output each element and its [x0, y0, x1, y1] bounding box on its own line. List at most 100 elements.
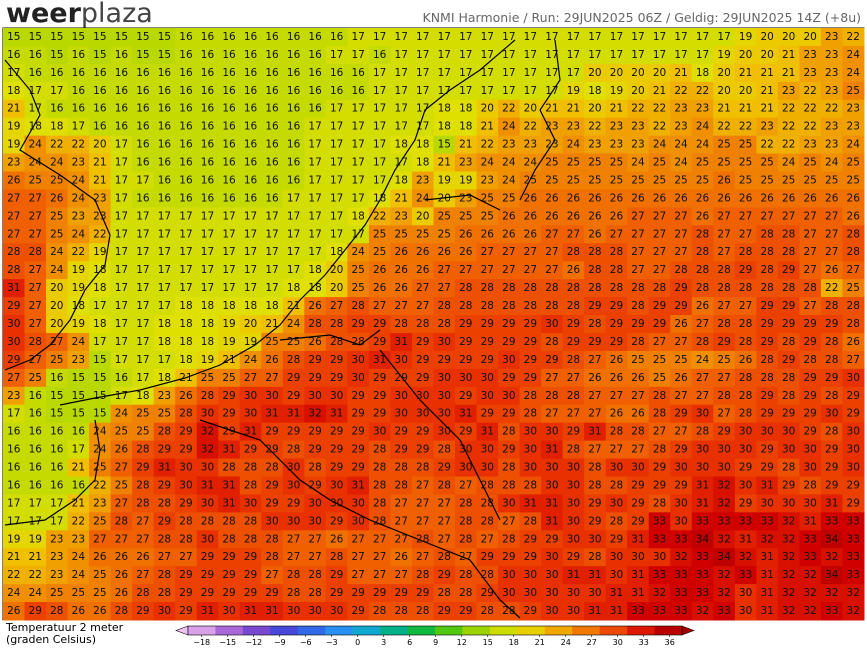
temp-label: 28 [825, 354, 838, 366]
temp-label: 28 [395, 479, 408, 491]
temp-label: 17 [287, 246, 300, 258]
temp-label: 26 [610, 354, 624, 366]
temp-label: 31 [760, 479, 773, 491]
temp-label: 28 [373, 462, 386, 474]
temp-label: 27 [524, 246, 537, 258]
temp-label: 17 [373, 103, 386, 115]
temp-label: 29 [179, 426, 192, 438]
temp-label: 30 [524, 444, 537, 456]
temp-label: 17 [308, 228, 321, 240]
temp-label: 25 [351, 264, 364, 276]
temp-label: 23 [825, 67, 838, 79]
temp-label: 26 [524, 228, 538, 240]
temp-label: 27 [308, 533, 321, 545]
temp-label: 29 [760, 408, 773, 420]
temp-cell [3, 45, 26, 65]
temp-cell [110, 45, 133, 65]
temp-cell [67, 207, 90, 226]
temp-label: 22 [847, 31, 860, 43]
temp-cell [713, 45, 736, 65]
temp-label: 20 [760, 49, 773, 61]
temp-cell [820, 117, 843, 137]
temp-cell [455, 171, 478, 190]
temp-label: 26 [459, 246, 473, 258]
temp-label: 26 [524, 192, 538, 204]
temp-label: 31 [222, 479, 235, 491]
temp-label: 18 [696, 67, 709, 79]
temp-label: 17 [265, 282, 278, 294]
temp-label: 30 [631, 462, 644, 474]
temp-cell [670, 171, 693, 190]
temp-label: 28 [610, 515, 623, 527]
temp-label: 27 [330, 300, 343, 312]
temp-label: 26 [847, 210, 861, 222]
temp-label: 19 [7, 139, 20, 151]
temp-label: 25 [847, 157, 860, 169]
temp-label: 28 [222, 462, 235, 474]
temp-label: 28 [782, 336, 795, 348]
temp-cell [153, 45, 176, 65]
temp-label: 25 [395, 228, 408, 240]
temp-label: 32 [804, 569, 817, 581]
temp-cell [519, 243, 542, 262]
temp-label: 28 [438, 444, 451, 456]
temp-cell [67, 28, 90, 47]
temp-label: 30 [545, 479, 558, 491]
temp-label: 32 [782, 515, 795, 527]
temp-cell [261, 117, 284, 137]
colorbar-tick-label: −3 [326, 638, 338, 647]
temp-label: 28 [610, 264, 623, 276]
temp-label: 28 [287, 569, 300, 581]
temp-label: 28 [459, 587, 472, 599]
temp-label: 28 [567, 246, 580, 258]
temp-cell [3, 28, 26, 47]
temp-label: 23 [459, 192, 472, 204]
temp-label: 33 [847, 569, 860, 581]
temp-cell [691, 135, 714, 155]
temp-label: 30 [395, 408, 408, 420]
temp-label: 26 [631, 192, 645, 204]
temp-label: 28 [567, 354, 580, 366]
temp-cell [519, 99, 542, 119]
temp-cell [734, 135, 757, 155]
temp-label: 23 [545, 121, 558, 133]
temp-cell [325, 117, 348, 137]
temp-label: 24 [244, 354, 258, 366]
temp-label: 25 [416, 228, 429, 240]
temp-label: 29 [847, 390, 860, 402]
temp-label: 29 [782, 300, 795, 312]
temp-cell [196, 28, 219, 47]
temp-cell [627, 99, 650, 119]
temp-label: 22 [674, 85, 687, 97]
temp-label: 17 [201, 228, 214, 240]
temp-label: 29 [804, 336, 817, 348]
temp-label: 28 [502, 605, 515, 617]
colorbar-segment [352, 626, 381, 635]
colorbar-segment [215, 626, 244, 635]
temp-label: 22 [825, 282, 838, 294]
temp-label: 17 [115, 139, 128, 151]
temp-label: 22 [760, 139, 773, 151]
temp-label: 22 [739, 121, 752, 133]
temp-label: 30 [631, 551, 644, 563]
temp-label: 25 [373, 228, 386, 240]
temp-cell [3, 207, 26, 226]
temp-label: 15 [158, 49, 171, 61]
temp-label: 29 [438, 354, 451, 366]
temp-label: 28 [760, 354, 773, 366]
temp-label: 17 [502, 85, 515, 97]
colorbar-tick-label: −12 [245, 638, 262, 647]
temp-label: 29 [610, 533, 623, 545]
temp-label: 26 [395, 246, 409, 258]
temp-label: 27 [438, 264, 451, 276]
temp-cell [239, 225, 262, 244]
temp-cell [239, 28, 262, 47]
temp-label: 18 [395, 174, 408, 186]
temp-label: 25 [29, 174, 42, 186]
temp-label: 17 [7, 497, 20, 509]
temp-label: 29 [524, 336, 537, 348]
temp-cell [89, 45, 112, 65]
temp-label: 31 [804, 515, 817, 527]
temp-cell [411, 207, 434, 226]
temp-cell [691, 63, 714, 83]
